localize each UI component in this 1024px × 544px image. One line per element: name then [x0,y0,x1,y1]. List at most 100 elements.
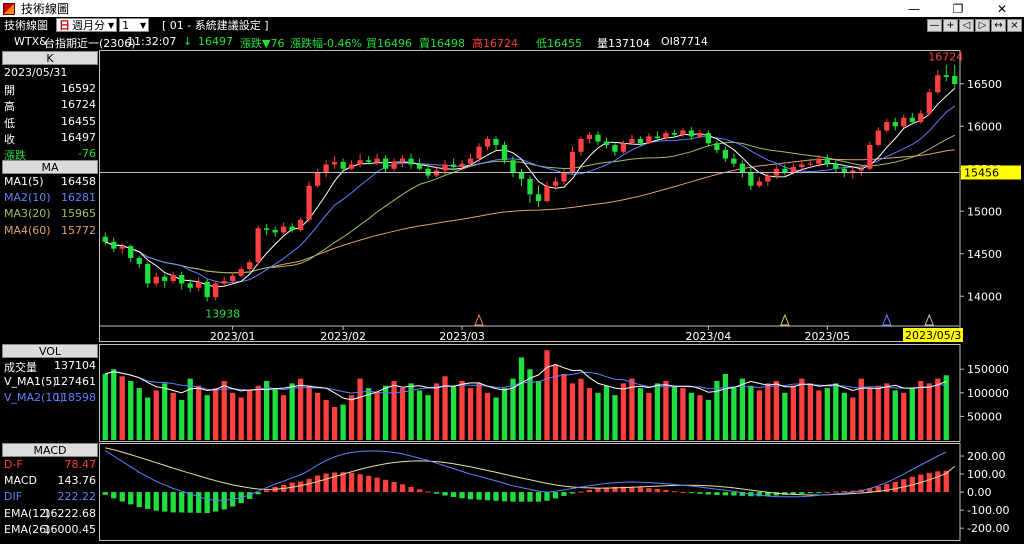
macd-histogram-bar [119,492,125,502]
candle-body [586,134,593,139]
candle-body [111,241,117,249]
k-row-value: 16592 [61,82,96,96]
macd-histogram-bar [807,492,813,494]
macd-histogram-bar [399,484,406,493]
macd-chart-frame [99,443,961,541]
volume-bar [365,388,372,440]
quote-name: 台指期近一(2306) [44,37,136,50]
setting-label[interactable]: [ 01 - 系統建議設定 ] [162,19,269,32]
macd-histogram-bar [179,492,185,513]
macd-histogram-bar [374,477,380,493]
volume-chart[interactable]: 150000 100000 50000 [99,344,1024,442]
macd-row: EMA(26) 16000.45 [2,522,98,538]
k-panel-header[interactable]: K [2,51,98,65]
macd-histogram-bar [340,472,346,493]
macd-histogram-bar [595,488,601,493]
k-row-label: 漲跌 [4,148,26,162]
vol-row-value: 118598 [54,391,96,405]
candle-body [731,158,737,164]
minimize-button[interactable]: — [908,1,920,16]
k-row-value: -76 [78,146,96,160]
candle-body [255,228,261,263]
scroll-left-button[interactable]: ◁ [959,18,974,32]
volume-bar [408,383,414,440]
close-button[interactable]: ✕ [996,1,1008,16]
x-axis-label: 2023/05 [804,330,850,342]
volume-bar [561,373,567,440]
volume-bar [510,378,516,440]
macd-row-label: EMA(26) [4,522,51,536]
last-date-box [903,328,963,342]
candle-body [756,181,762,186]
fit-button[interactable]: ↔ [991,18,1006,32]
macd-histogram-bar [433,492,440,494]
ma20-line [105,134,956,274]
candle-body [374,158,380,162]
vol-panel-header[interactable]: VOL [2,344,98,358]
ma-row-label: MA2(10) [4,191,51,205]
macd-histogram-bar [298,481,304,493]
count-value: 1 [122,18,130,32]
candle-body [850,170,856,173]
volume-bar [450,385,457,440]
candle-body [382,158,389,169]
volume-bar [145,397,151,440]
volume-bar [637,388,644,440]
zoom-out-button[interactable]: — [927,18,942,32]
volume-bar [569,383,576,440]
candle-body [196,281,202,288]
macd-chart[interactable]: 200.00 100.00 0.00 -100.00 -200.00 [99,443,1024,541]
candle-body [646,136,652,144]
volume-bar [620,383,627,440]
macd-histogram-bar [816,492,822,494]
volume-bar [247,390,253,440]
volume-bar [841,392,847,440]
vol-row-value: 127461 [54,375,96,389]
ma-row-value: 15965 [61,207,96,221]
k-date: 2023/05/31 [4,66,68,79]
macd-histogram-bar [697,492,703,494]
volume-bar [501,388,508,440]
volume-bar [663,381,669,440]
period-select[interactable]: 日 週月分 ▼ [56,18,118,32]
candle-body [289,226,295,230]
ma5-line [105,88,956,288]
macd-histogram-bar [620,486,627,493]
macd-histogram-bar [518,492,525,502]
macd-histogram-bar [450,492,457,497]
macd-histogram-bar [688,492,695,494]
volume-bar [391,381,397,440]
close-chart-button[interactable]: × [1007,18,1022,32]
volume-bar [374,392,380,440]
macd-histogram-bar [629,486,635,493]
maximize-button[interactable]: ❐ [952,1,964,16]
k-row: 開 16592 [2,81,98,97]
volume-tick-label: 50000 [967,410,1002,423]
volume-bar [187,378,193,440]
volume-bar [578,378,584,440]
ma-row-value: 16458 [61,175,96,188]
volume-bar [213,388,219,440]
macd-histogram-bar [306,478,312,493]
ma-row-label: MA4(60) [4,223,51,237]
signal-marker-icon [882,313,892,326]
price-chart[interactable]: 1650016000155001500014500140002023/01202… [99,50,1024,342]
zoom-in-button[interactable]: + [943,18,958,32]
volume-bar [518,357,525,440]
volume-bar [901,392,907,440]
scroll-right-button[interactable]: ▷ [975,18,990,32]
volume-bar [807,383,813,440]
count-select[interactable]: 1 ▼ [119,18,150,32]
candle-body [272,229,278,233]
macd-panel-header[interactable]: MACD [2,443,98,457]
volume-bar [603,385,610,440]
macd-histogram-bar [671,491,678,493]
candle-body [909,117,915,122]
quote-bar: WTX& 台指期近一(2306) 11:32:07 ↓ 16497 漲跌▼76 … [0,33,1024,50]
candle-body [816,158,822,164]
k-row-value: 16455 [61,114,96,128]
window-title: 技術線圖 [21,2,70,16]
ma-panel-header[interactable]: MA [2,160,98,174]
macd-histogram-bar [875,486,881,493]
macd-histogram-bar [331,472,338,493]
